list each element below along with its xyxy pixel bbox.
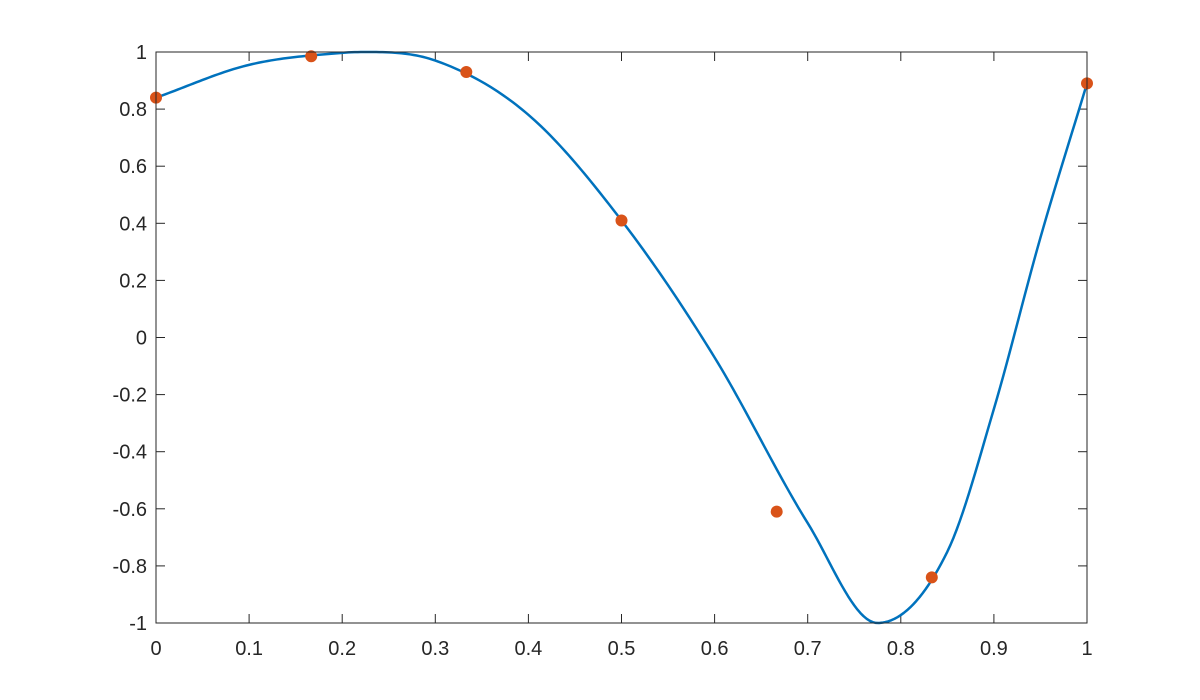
plot-background	[156, 52, 1087, 623]
y-tick-label: -0.4	[113, 442, 147, 464]
x-tick-label: 0.7	[794, 638, 822, 660]
y-tick-label: 1	[136, 42, 147, 64]
series-layer	[150, 50, 1093, 625]
data-point-marker	[770, 505, 783, 518]
x-tick-label: 0.6	[701, 638, 729, 660]
y-tick-label: -0.8	[113, 556, 147, 578]
y-tick-label: -1	[129, 613, 147, 635]
y-tick-label: 0.4	[119, 213, 147, 235]
y-tick-label: 0.6	[119, 156, 147, 178]
x-tick-label: 0.3	[421, 638, 449, 660]
y-tick-label: 0.8	[119, 99, 147, 121]
y-tick-labels: 1 0.8 0.6 0.4 0.2 0 -0.2 -0.4 -0.6 -0.8 -1	[113, 42, 147, 635]
data-point-marker	[925, 571, 938, 584]
data-point-marker	[305, 50, 318, 63]
plot-frame	[155, 51, 1088, 624]
x-tick-label: 0.1	[235, 638, 263, 660]
y-tick-label: -0.6	[113, 499, 147, 521]
x-tick-label: 0.5	[608, 638, 636, 660]
x-tick-label: 0	[150, 638, 161, 660]
y-tick-label: 0.2	[119, 270, 147, 292]
data-point-marker	[460, 65, 473, 78]
x-tick-label: 0.8	[887, 638, 915, 660]
y-tick-label: -0.2	[113, 385, 147, 407]
x-tick-label: 0.4	[514, 638, 542, 660]
x-tick-label: 0.2	[328, 638, 356, 660]
x-tick-labels: 0 0.1 0.2 0.3 0.4 0.5 0.6 0.7 0.8 0.9 1	[150, 638, 1092, 660]
data-point-marker	[615, 214, 628, 227]
x-tick-label: 1	[1081, 638, 1092, 660]
x-tick-label: 0.9	[980, 638, 1008, 660]
y-tick-label: 0	[136, 328, 147, 350]
